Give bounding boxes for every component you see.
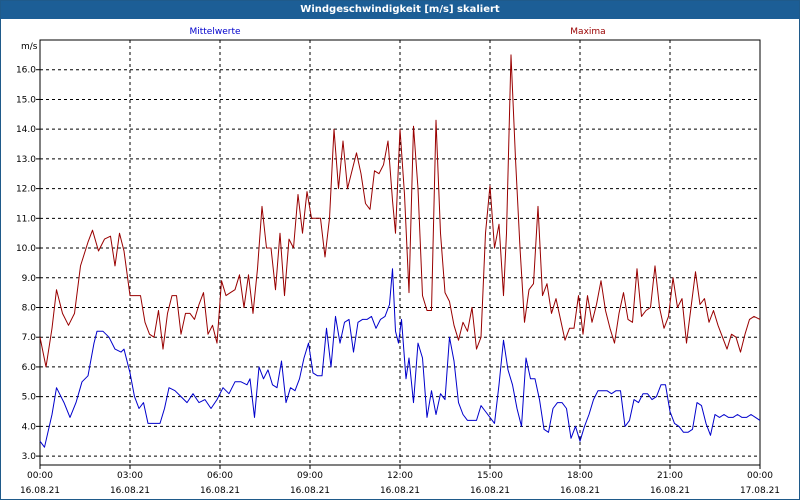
x-tick-date: 16.08.21 (380, 486, 420, 496)
x-tick-date: 16.08.21 (560, 486, 600, 496)
y-axis-labels: 3.0 4.0 5.0 6.0 7.0 8.0 9.0 10.0 11.0 12.0 13.0 14.… (16, 66, 36, 462)
x-tick-time: 06:00 (207, 471, 233, 481)
y-tick-label: 7.0 (22, 333, 37, 343)
x-tick-time: 21:00 (657, 471, 683, 481)
series-line-maxima (39, 54, 761, 368)
x-tick-date: 17.08.21 (740, 486, 780, 496)
plot-area-frame (39, 39, 761, 466)
x-tick-time: 18:00 (567, 471, 593, 481)
y-tick-label: 8.0 (22, 303, 37, 313)
series-line-mittelwerte (39, 268, 761, 448)
y-tick-label: 15.0 (16, 95, 36, 105)
y-tick-label: 9.0 (22, 274, 37, 284)
x-tick-date: 16.08.21 (470, 486, 510, 496)
x-axis-labels: 00:00 16.08.21 03:00 16.08.21 06:00 16.08.21 0… (20, 471, 780, 496)
x-tick-time: 00:00 (27, 471, 53, 481)
legend-mittelwerte: Mittelwerte (189, 27, 240, 37)
y-tick-label: 13.0 (16, 155, 36, 165)
y-tick-label: 4.0 (22, 422, 37, 432)
y-tick-label: 16.0 (16, 66, 36, 76)
x-tick-time: 15:00 (477, 471, 503, 481)
y-tick-label: 3.0 (22, 452, 37, 462)
x-tick-date: 16.08.21 (290, 486, 330, 496)
y-tick-label: 12.0 (16, 185, 36, 195)
x-tick-time: 12:00 (387, 471, 413, 481)
grid (36, 40, 761, 469)
y-tick-label: 5.0 (22, 393, 37, 403)
x-tick-date: 16.08.21 (20, 486, 60, 496)
legend-maxima: Maxima (570, 27, 605, 37)
y-tick-label: 6.0 (22, 363, 37, 373)
y-tick-label: 10.0 (16, 244, 36, 254)
y-axis-unit: m/s (21, 42, 38, 52)
y-tick-label: 14.0 (16, 125, 36, 135)
x-tick-time: 03:00 (117, 471, 143, 481)
x-tick-date: 16.08.21 (650, 486, 690, 496)
x-tick-time: 00:00 (747, 471, 773, 481)
series-lines (39, 54, 761, 448)
y-tick-label: 11.0 (16, 214, 36, 224)
x-tick-time: 09:00 (297, 471, 323, 481)
x-tick-date: 16.08.21 (200, 486, 240, 496)
window-title: Windgeschwindigkeit [m/s] skaliert (1, 1, 799, 19)
x-tick-date: 16.08.21 (110, 486, 150, 496)
